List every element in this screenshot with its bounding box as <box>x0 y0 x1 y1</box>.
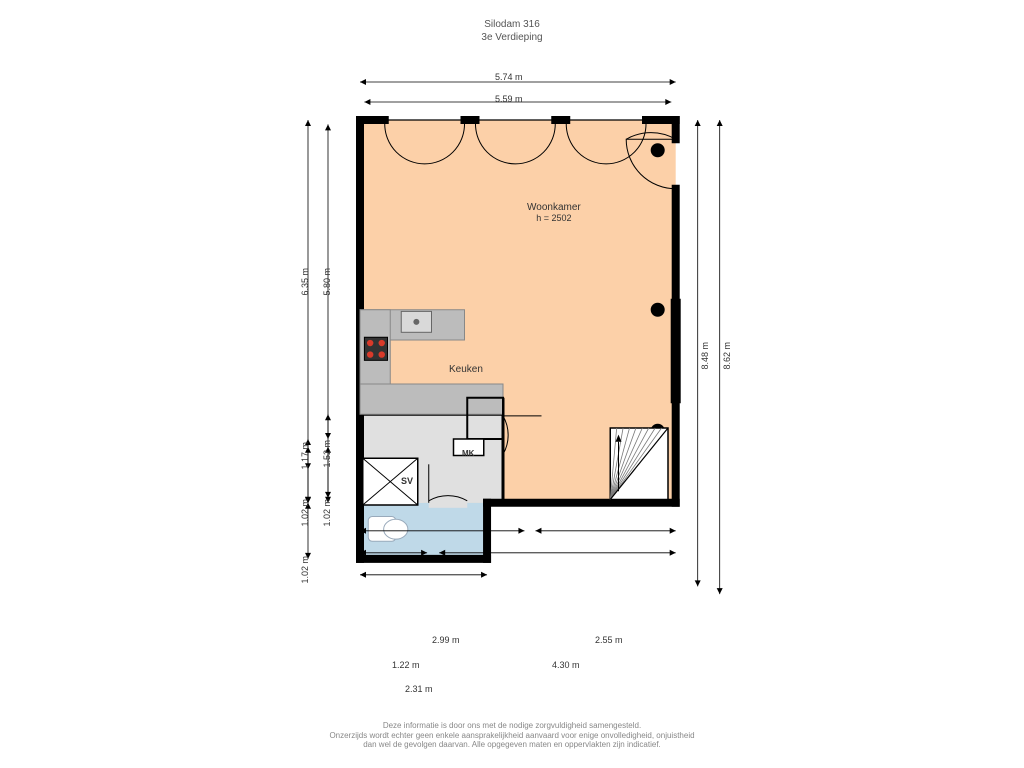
keuken-label: Keuken <box>449 364 483 375</box>
dim-bottom-r2-right: 4.30 m <box>552 660 580 670</box>
woonkamer-label: Woonkamer h = 2502 <box>527 202 581 223</box>
footer-block: Deze informatie is door ons met de nodig… <box>0 721 1024 750</box>
dim-right-outer: 8.62 m <box>722 342 732 370</box>
page: Silodam 316 3e Verdieping Woonkamer h = … <box>0 0 1024 768</box>
floorplan-canvas <box>0 0 1024 768</box>
mk-label: MK <box>462 449 474 458</box>
dim-bottom-r3: 2.31 m <box>405 684 433 694</box>
dim-left-upper: 6.35 m <box>300 268 310 296</box>
dim-left-mid1-inner: 1.52 m <box>322 440 332 468</box>
sv-label: SV <box>401 476 413 486</box>
dim-right-inner: 8.48 m <box>700 342 710 370</box>
dim-left-mid1: 1.17 m <box>300 442 310 470</box>
dim-bottom-r1-left: 2.99 m <box>432 635 460 645</box>
dim-top-outer: 5.74 m <box>495 72 523 82</box>
dim-left-bottom: 1.02 m <box>300 556 310 584</box>
dim-left-mid2-inner: 1.02 m <box>322 499 332 527</box>
dim-top-inner: 5.59 m <box>495 94 523 104</box>
dim-bottom-r1-right: 2.55 m <box>595 635 623 645</box>
dim-left-upper-inner: 5.80 m <box>322 268 332 296</box>
dim-bottom-r2-left: 1.22 m <box>392 660 420 670</box>
dim-left-mid2: 1.02 m <box>300 499 310 527</box>
